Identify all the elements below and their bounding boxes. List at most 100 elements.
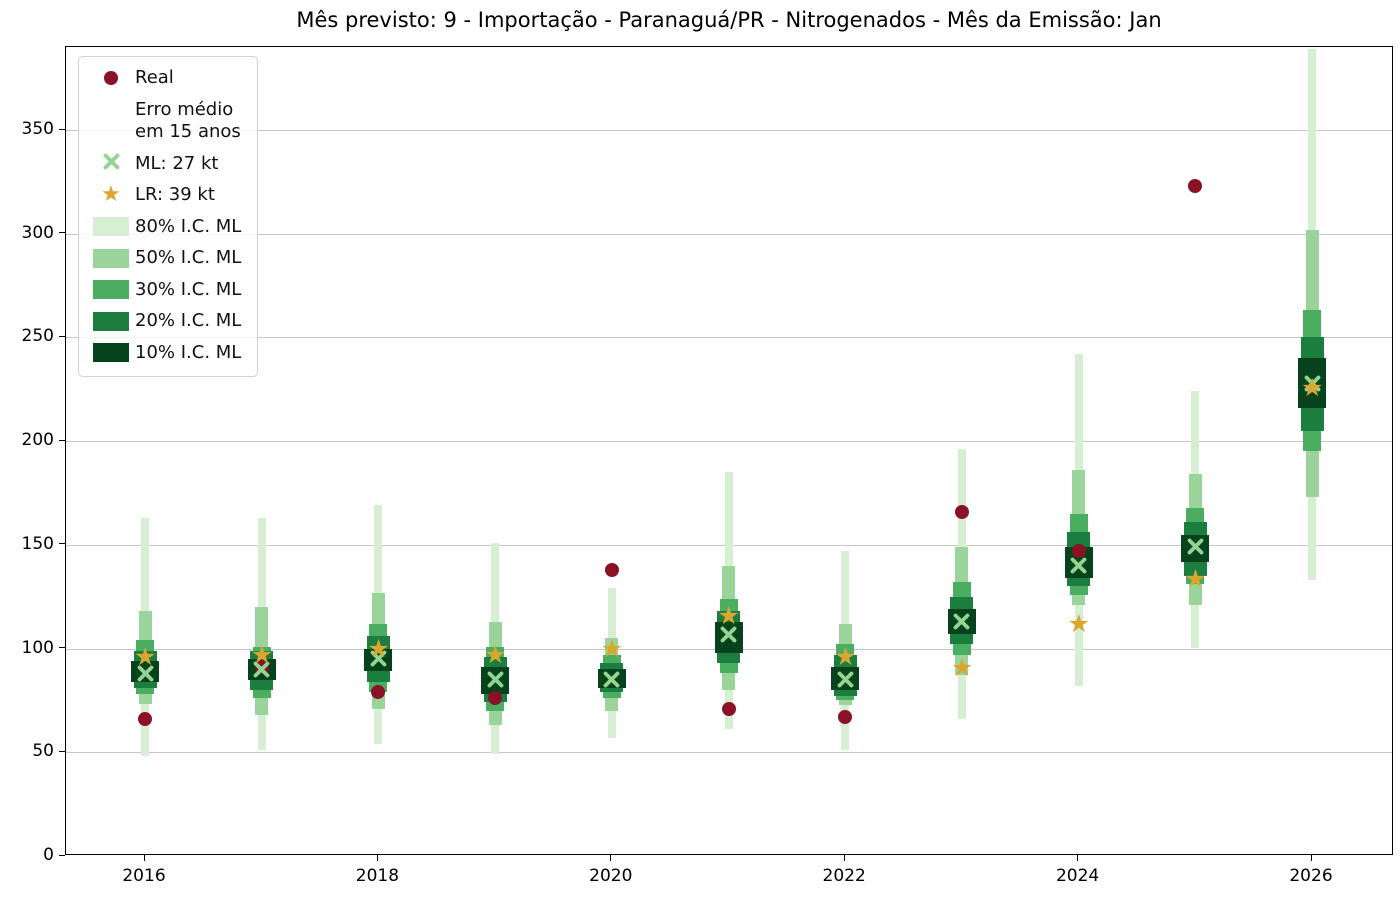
- x-axis-tick-2022: [843, 855, 845, 861]
- x-axis-tick-2020: [610, 855, 612, 861]
- legend-item-label: 30% I.C. ML: [135, 278, 242, 300]
- y-axis-tick-350: [59, 128, 65, 130]
- y-axis-tick-label-150: 150: [21, 533, 54, 554]
- ci-color-swatch: [87, 217, 135, 237]
- y-axis-tick-0: [59, 854, 65, 856]
- y-axis-tick-100: [59, 647, 65, 649]
- ci-color-swatch: [87, 280, 135, 300]
- marker-real-2024: [1071, 544, 1086, 559]
- x-axis-tick-label-2016: 2016: [122, 866, 166, 886]
- gridline-y-300: [66, 233, 1392, 235]
- marker-ml-x-2025: [1187, 538, 1204, 559]
- legend-item-label: 50% I.C. ML: [135, 247, 242, 268]
- y-axis-tick-300: [59, 232, 65, 234]
- y-axis-tick-label-350: 350: [21, 119, 54, 139]
- marker-ml-x-2016: [137, 665, 154, 686]
- y-axis-tick-label-200: 200: [21, 430, 54, 451]
- legend-circle-marker: [104, 71, 118, 86]
- x-axis-tick-2016: [143, 855, 145, 861]
- y-axis-tick-150: [59, 543, 65, 545]
- y-axis-tick-50: [59, 750, 65, 752]
- marker-ml-x-2017: [253, 661, 270, 682]
- marker-real-2025: [1188, 179, 1203, 193]
- legend-item-7: 20% I.C. ML: [87, 310, 241, 333]
- band-10pct-2021: [714, 621, 743, 653]
- marker-lr-star-2020: ★: [600, 634, 624, 664]
- legend-patch-marker: [93, 311, 129, 331]
- legend-item-1: Erro médio em 15 anos: [87, 99, 241, 144]
- legend-star-marker: ★: [101, 182, 121, 208]
- marker-lr-star-2023: ★: [950, 652, 974, 682]
- plot-area: ★ ★ ★ ★ ★ ★ ★ ★ ★ ★ ★: [65, 46, 1393, 855]
- gridline-y-200: [66, 441, 1392, 443]
- marker-ml-x-2020: [603, 671, 620, 692]
- marker-lr-star-2026: ★: [1301, 372, 1324, 402]
- legend-item-2: ML: 27 kt: [87, 153, 241, 176]
- y-axis-tick-label-100: 100: [21, 637, 54, 658]
- legend-item-5: 50% I.C. ML: [87, 247, 241, 270]
- x-axis-tick-2018: [376, 855, 379, 861]
- ci-color-swatch: [87, 343, 135, 363]
- marker-real-2022: [838, 710, 853, 724]
- y-axis-tick-200: [59, 439, 65, 441]
- y-axis-tick-250: [59, 335, 65, 338]
- marker-real-2019: [488, 691, 503, 706]
- y-axis-tick-label-300: 300: [21, 222, 54, 243]
- legend-item-label: 10% I.C. ML: [135, 341, 242, 363]
- x-axis-tick-label-2020: 2020: [589, 866, 633, 886]
- marker-real-2023: [954, 504, 969, 519]
- legend-item-label: LR: 39 kt: [135, 184, 215, 205]
- legend-item-3: ★ LR: 39 kt: [87, 184, 241, 207]
- y-axis-tick-label-50: 50: [32, 741, 54, 762]
- legend-x-marker: [103, 153, 120, 174]
- x-axis-tick-label-2018: 2018: [355, 866, 400, 886]
- lr-star-icon: ★: [87, 184, 135, 206]
- legend-patch-marker: [93, 217, 129, 237]
- marker-lr-star-2016: ★: [134, 642, 157, 672]
- marker-ml-x-2023: [953, 613, 970, 634]
- x-axis-tick-2024: [1077, 855, 1079, 861]
- legend-item-0: Real: [87, 67, 241, 90]
- marker-lr-star-2019: ★: [484, 640, 507, 670]
- gridline-y-350: [66, 130, 1392, 131]
- marker-lr-star-2021: ★: [717, 600, 740, 630]
- marker-ml-x-2021: [720, 626, 737, 647]
- legend-item-4: 80% I.C. ML: [87, 216, 241, 239]
- ml-x-icon: [87, 153, 135, 174]
- legend-patch-marker: [93, 248, 129, 268]
- legend-item-label: 20% I.C. ML: [135, 310, 242, 331]
- marker-ml-x-2024: [1070, 557, 1087, 578]
- marker-ml-x-2018: [370, 650, 387, 671]
- legend-item-8: 10% I.C. ML: [87, 342, 241, 365]
- legend-item-label: Real: [135, 67, 174, 88]
- marker-ml-x-2022: [837, 671, 854, 692]
- marker-real-2018: [371, 685, 386, 700]
- legend-item-label: ML: 27 kt: [135, 152, 219, 174]
- marker-real-2016: [138, 712, 152, 727]
- marker-lr-star-2022: ★: [834, 642, 857, 672]
- legend: Real Erro médio em 15 anos ML: 27 kt ★ LR: 3…: [78, 56, 259, 377]
- legend-item-label: Erro médio em 15 anos: [135, 98, 241, 143]
- marker-lr-star-2018: ★: [367, 634, 390, 664]
- y-axis-tick-label-250: 250: [21, 326, 54, 347]
- chart-title: Mês previsto: 9 - Importação - Paranaguá…: [296, 8, 1162, 32]
- legend-item-6: 30% I.C. ML: [87, 279, 241, 302]
- y-axis-tick-label-0: 0: [43, 845, 54, 865]
- x-axis-tick-2026: [1310, 855, 1312, 861]
- gridline-y-250: [66, 337, 1392, 339]
- x-axis-tick-label-2024: 2024: [1055, 866, 1100, 886]
- gridline-y-50: [66, 752, 1392, 754]
- x-axis-tick-label-2022: 2022: [822, 866, 866, 886]
- real-dot-icon: [87, 71, 135, 86]
- marker-real-2021: [721, 701, 736, 716]
- legend-patch-marker: [93, 280, 129, 300]
- x-axis-tick-label-2026: 2026: [1289, 866, 1333, 886]
- ci-color-swatch: [87, 311, 135, 331]
- legend-item-label: 80% I.C. ML: [135, 215, 242, 237]
- ci-color-swatch: [87, 248, 135, 268]
- marker-lr-star-2017: ★: [250, 640, 274, 670]
- marker-real-2020: [604, 562, 619, 577]
- legend-patch-marker: [93, 343, 129, 363]
- marker-ml-x-2019: [487, 671, 504, 692]
- marker-lr-star-2024: ★: [1067, 609, 1091, 639]
